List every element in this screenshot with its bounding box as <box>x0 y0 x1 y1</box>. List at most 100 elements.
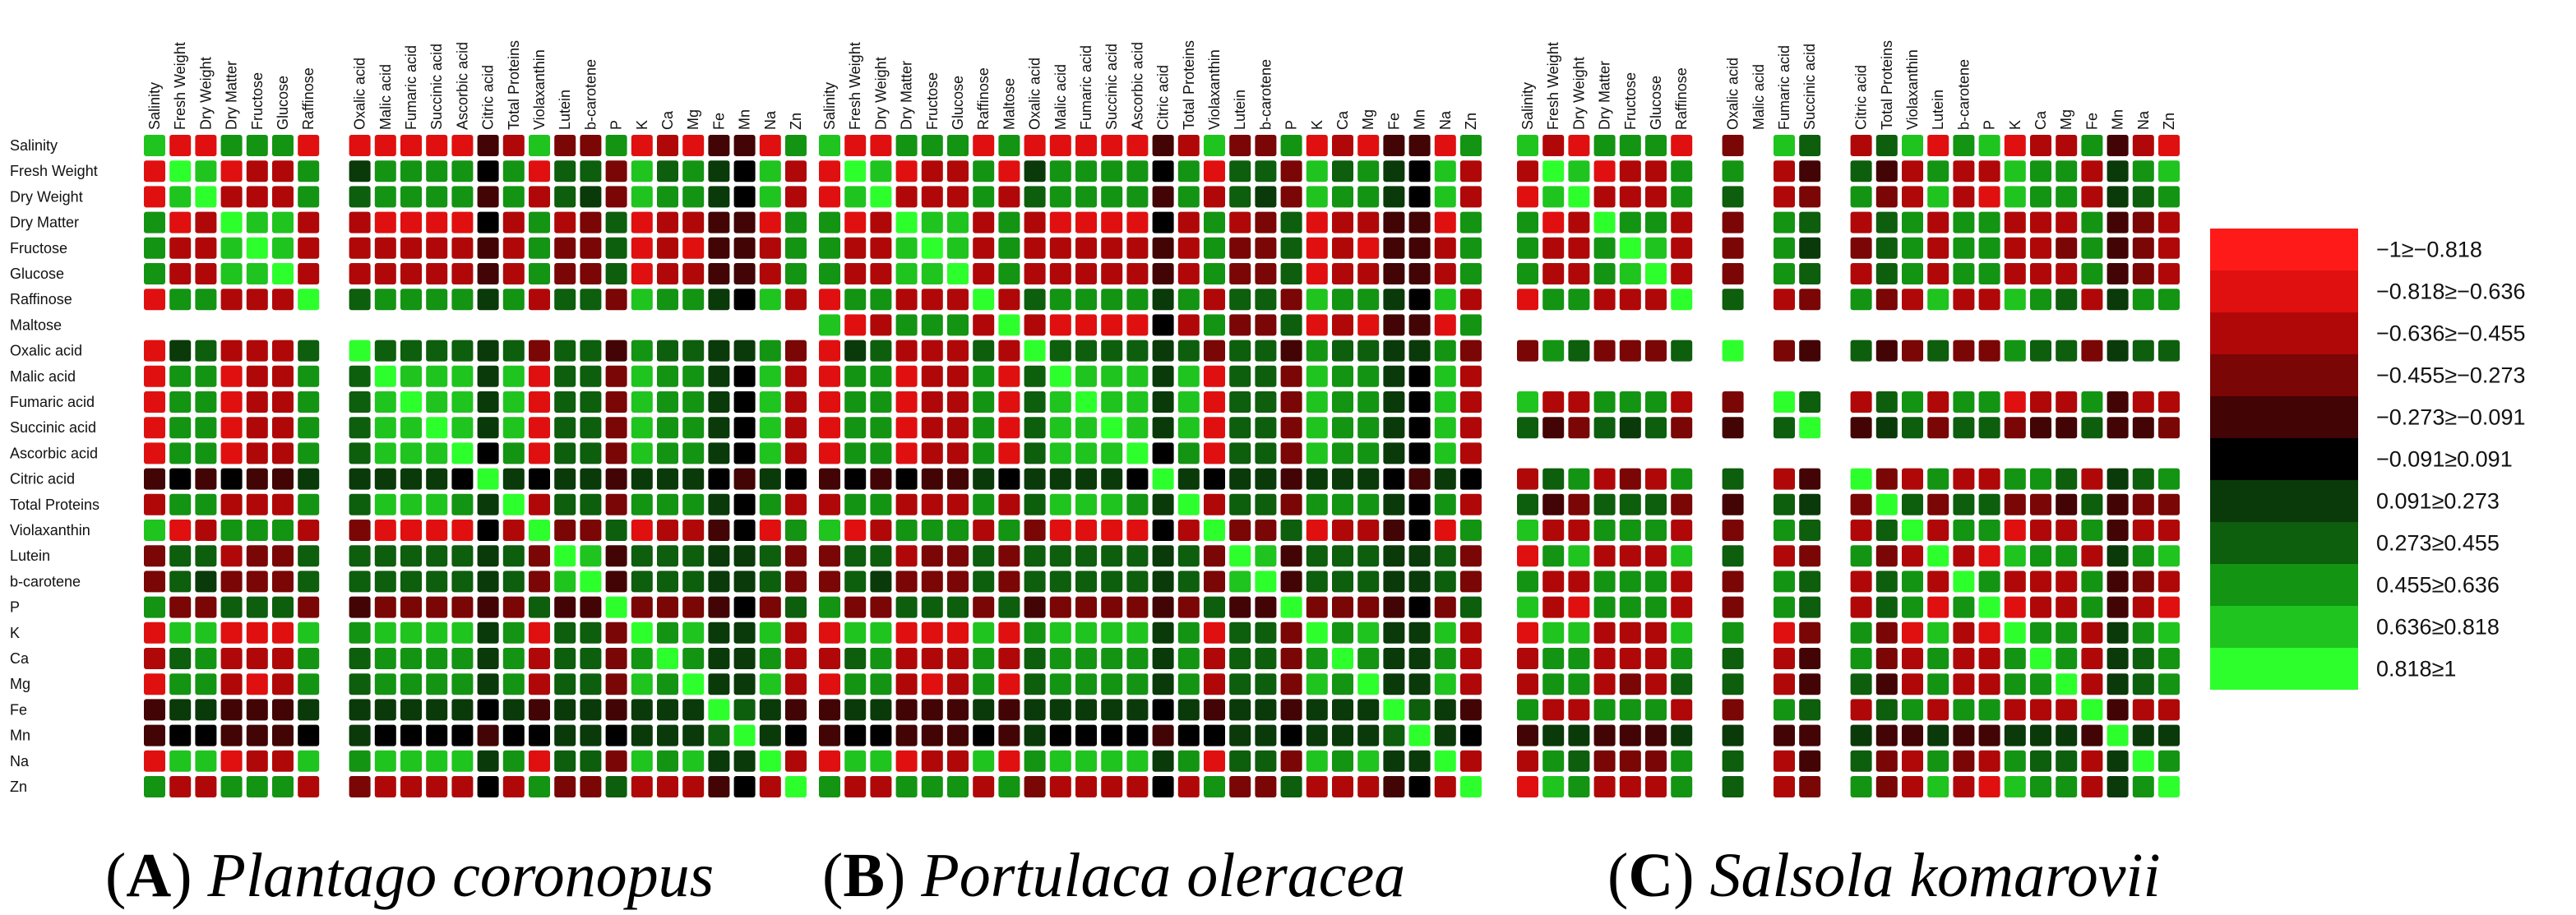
cell-c-r22-c5 <box>1645 699 1667 721</box>
cell-b-r6-c4 <box>921 289 943 311</box>
cell-b-r10-c10 <box>1075 391 1097 413</box>
cell-b-r9-c16 <box>1229 365 1251 387</box>
cell-b-r20-c1 <box>844 648 867 669</box>
cell-a-r0-c22 <box>708 135 730 156</box>
cell-a-r24-c11 <box>426 750 448 772</box>
cell-c-r0-c10 <box>1774 135 1795 156</box>
cell-a-r19-c12 <box>451 622 474 644</box>
cell-b-r12-c19 <box>1306 442 1328 464</box>
cell-b-r19-c0 <box>819 622 840 644</box>
cell-b-r9-c4 <box>921 365 943 387</box>
cell-a-r20-c13 <box>477 648 499 669</box>
cell-c-r6-c24 <box>2132 289 2154 311</box>
cell-b-r13-c2 <box>870 468 892 490</box>
cell-a-r5-c20 <box>657 263 678 284</box>
cell-b-r2-c11 <box>1101 186 1123 208</box>
cell-b-r6-c2 <box>870 289 892 311</box>
cell-b-r25-c9 <box>1049 776 1071 797</box>
cell-c-r23-c21 <box>2056 724 2078 746</box>
cell-a-r4-c25 <box>785 237 807 259</box>
cell-a-r22-c20 <box>657 699 678 721</box>
cell-c-r22-c22 <box>2081 699 2103 721</box>
cell-a-r13-c4 <box>246 468 268 490</box>
cell-a-r23-c17 <box>580 724 602 746</box>
col-label-a-total-proteins: Total Proteins <box>506 40 522 130</box>
cell-c-r13-c10 <box>1774 468 1795 490</box>
cell-a-r8-c19 <box>631 340 653 362</box>
cell-a-r14-c8 <box>349 493 371 515</box>
cell-c-r17-c2 <box>1568 571 1590 593</box>
cell-b-r1-c1 <box>844 160 867 183</box>
cell-c-r8-c17 <box>1953 340 1975 362</box>
cell-c-r19-c20 <box>2030 622 2051 644</box>
cell-a-r24-c25 <box>785 750 807 772</box>
cell-a-r5-c11 <box>426 263 448 284</box>
cell-a-r3-c15 <box>529 211 550 233</box>
cell-b-r23-c24 <box>1434 724 1456 746</box>
cell-c-r19-c17 <box>1953 622 1975 644</box>
cell-c-r13-c5 <box>1645 468 1667 490</box>
cell-b-r4-c4 <box>921 237 943 259</box>
cell-b-r10-c7 <box>998 391 1020 413</box>
cell-c-r10-c24 <box>2132 391 2154 413</box>
col-label-b-ca: Ca <box>1334 110 1351 130</box>
cell-a-r21-c24 <box>759 673 781 695</box>
cell-a-r24-c6 <box>298 750 320 772</box>
cell-c-r0-c11 <box>1799 135 1821 156</box>
cell-a-r9-c10 <box>400 365 422 387</box>
cell-b-r9-c11 <box>1101 365 1123 387</box>
cell-b-r22-c5 <box>947 699 969 721</box>
cell-a-r19-c4 <box>246 622 268 644</box>
cell-a-r18-c21 <box>682 596 705 618</box>
cell-a-r11-c13 <box>477 417 499 439</box>
cell-c-r8-c1 <box>1542 340 1565 362</box>
cell-a-r6-c12 <box>451 289 474 311</box>
cell-a-r9-c15 <box>529 365 550 387</box>
cell-b-r24-c4 <box>921 750 943 772</box>
cell-c-r25-c13 <box>1850 776 1872 797</box>
cell-c-r2-c21 <box>2056 186 2078 208</box>
cell-b-r21-c11 <box>1101 673 1123 695</box>
col-label-c-mg: Mg <box>2058 109 2074 130</box>
cell-c-r17-c13 <box>1850 571 1872 593</box>
cell-a-r18-c18 <box>605 596 627 618</box>
cell-b-r1-c10 <box>1075 160 1097 183</box>
cell-a-r23-c15 <box>529 724 550 746</box>
cell-c-r6-c0 <box>1517 289 1538 311</box>
cell-a-r0-c13 <box>477 135 499 156</box>
cell-b-r12-c6 <box>973 442 995 464</box>
cell-b-r9-c10 <box>1075 365 1097 387</box>
cell-b-r3-c24 <box>1434 211 1456 233</box>
cell-b-r9-c8 <box>1024 365 1046 387</box>
cell-b-r25-c4 <box>921 776 943 797</box>
cell-b-r7-c18 <box>1280 314 1302 336</box>
cell-c-r1-c14 <box>1875 160 1898 183</box>
cell-a-r0-c9 <box>374 135 396 156</box>
cell-b-r25-c18 <box>1280 776 1302 797</box>
col-label-c-malic-acid: Malic acid <box>1750 64 1767 130</box>
cell-c-r21-c16 <box>1927 673 1949 695</box>
cell-c-r11-c15 <box>1902 417 1923 439</box>
cell-b-r5-c2 <box>870 263 892 284</box>
cell-a-r16-c16 <box>554 545 576 567</box>
cell-b-r0-c9 <box>1049 135 1071 156</box>
col-label-b-violaxanthin: Violaxanthin <box>1206 49 1223 130</box>
cell-a-r19-c16 <box>554 622 576 644</box>
cell-b-r13-c12 <box>1126 468 1149 490</box>
cell-b-r0-c18 <box>1280 135 1302 156</box>
cell-c-r16-c20 <box>2030 545 2051 567</box>
cell-c-r10-c0 <box>1517 391 1538 413</box>
cell-a-r25-c18 <box>605 776 627 797</box>
row-label-glucose: Glucose <box>10 266 64 282</box>
cell-b-r9-c20 <box>1332 365 1353 387</box>
cell-b-r24-c1 <box>844 750 867 772</box>
cell-c-r0-c6 <box>1671 135 1693 156</box>
cell-b-r5-c7 <box>998 263 1020 284</box>
cell-a-r25-c11 <box>426 776 448 797</box>
cell-c-r10-c17 <box>1953 391 1975 413</box>
cell-c-r24-c25 <box>2158 750 2180 772</box>
cell-c-r4-c8 <box>1722 237 1744 259</box>
cell-c-r25-c15 <box>1902 776 1923 797</box>
cell-b-r4-c16 <box>1229 237 1251 259</box>
cell-b-r23-c5 <box>947 724 969 746</box>
